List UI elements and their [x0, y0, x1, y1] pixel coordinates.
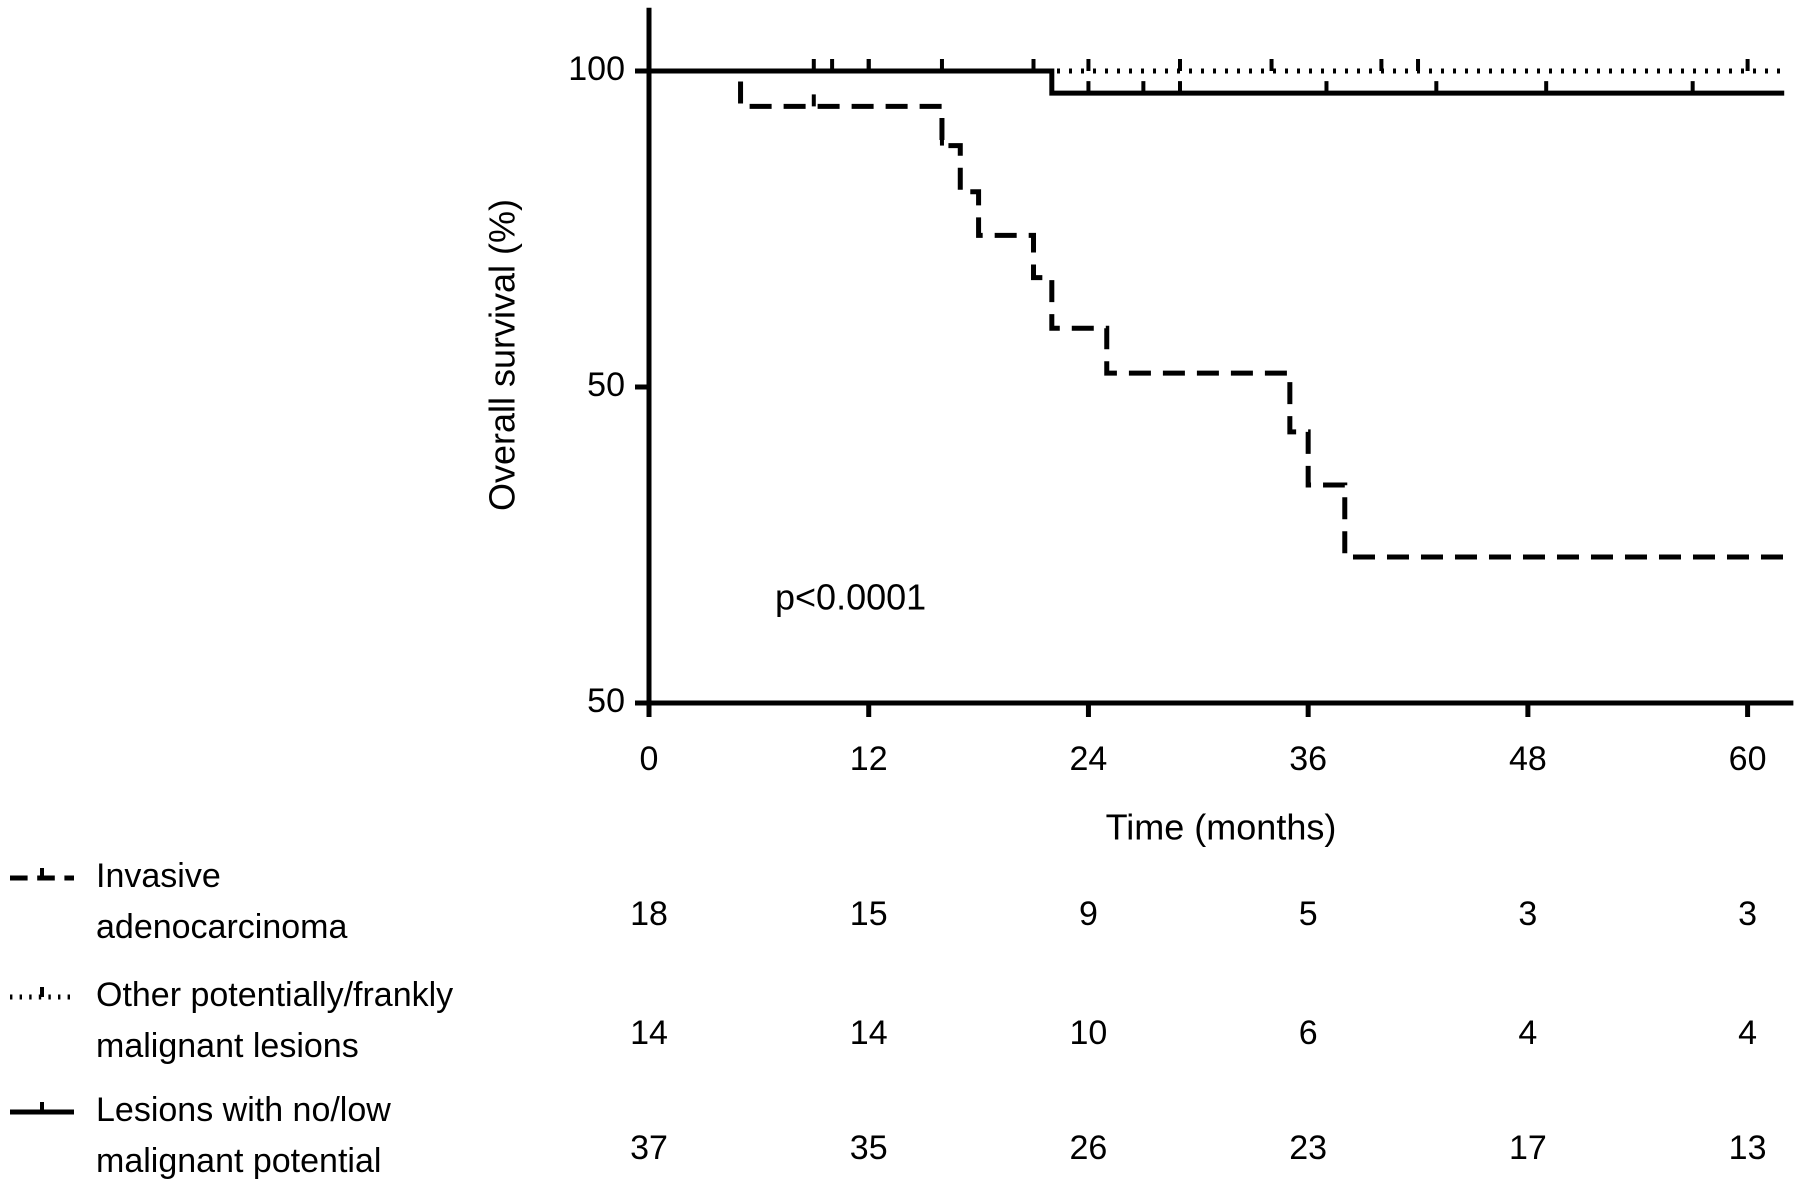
at-risk-count: 15	[850, 895, 888, 933]
at-risk-count: 26	[1070, 1129, 1108, 1167]
y-tick-label: 100	[568, 50, 625, 88]
y-tick-label: 50	[587, 682, 625, 720]
y-tick-label: 50	[587, 366, 625, 404]
legend-label: Other potentially/frankly malignant lesio…	[96, 976, 453, 1065]
at-risk-count: 35	[850, 1129, 888, 1167]
x-tick-label: 12	[850, 740, 888, 778]
x-tick-label: 24	[1070, 740, 1108, 778]
at-risk-count: 37	[630, 1129, 668, 1167]
at-risk-count: 3	[1518, 895, 1537, 933]
at-risk-count: 14	[630, 1014, 668, 1052]
at-risk-count: 10	[1070, 1014, 1108, 1052]
x-tick-label: 48	[1509, 740, 1547, 778]
at-risk-count: 23	[1289, 1129, 1327, 1167]
at-risk-count: 4	[1518, 1014, 1537, 1052]
at-risk-count: 6	[1299, 1014, 1318, 1052]
at-risk-count: 9	[1079, 895, 1098, 933]
x-tick-label: 36	[1289, 740, 1327, 778]
survival-curve	[649, 68, 1785, 560]
survival-curve	[649, 68, 1785, 96]
x-tick-label: 0	[640, 740, 659, 778]
at-risk-count: 18	[630, 895, 668, 933]
at-risk-count: 13	[1729, 1129, 1767, 1167]
legend-label: Lesions with no/low malignant potential	[96, 1091, 391, 1180]
at-risk-count: 14	[850, 1014, 888, 1052]
annotation: p<0.0001	[775, 577, 926, 618]
at-risk-count: 4	[1738, 1014, 1757, 1052]
at-risk-count: 5	[1299, 895, 1318, 933]
y-axis-title: Overall survival (%)	[482, 199, 523, 511]
x-axis-title: Time (months)	[1106, 807, 1337, 848]
at-risk-count: 17	[1509, 1129, 1547, 1167]
legend-label: Invasive adenocarcinoma	[96, 857, 347, 946]
x-tick-label: 60	[1729, 740, 1767, 778]
at-risk-count: 3	[1738, 895, 1757, 933]
